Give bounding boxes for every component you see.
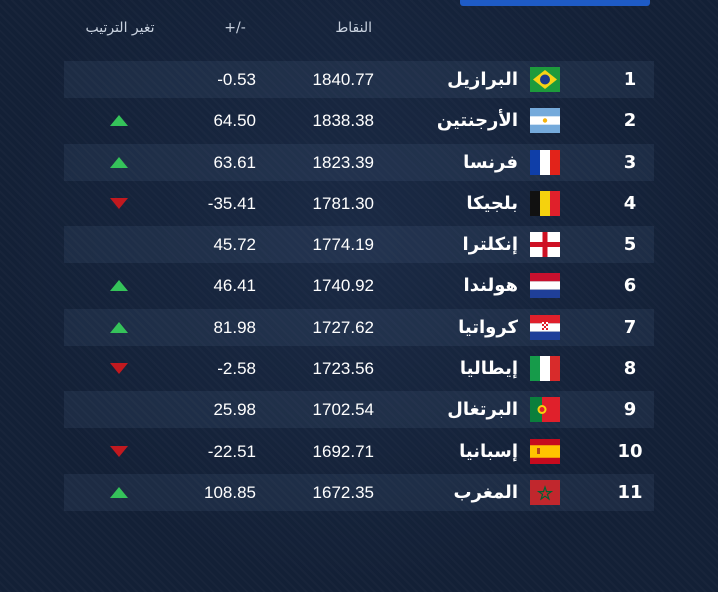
table-row: 3 فرنسا 1823.39 63.61 (64, 143, 654, 181)
morocco-flag-icon (530, 479, 560, 505)
points-value: 1781.30 (312, 193, 374, 213)
points-value: 1692.71 (312, 441, 374, 461)
rank-up-icon (109, 474, 129, 511)
table-header: تغير الترتيب +/- النقاط (0, 0, 718, 60)
rank-number: 9 (623, 399, 637, 421)
table-row: 9 البرتغال 1702.54 25.98 (64, 391, 654, 429)
points-diff: -2.58 (217, 359, 256, 379)
points-diff: 108.85 (204, 482, 256, 502)
rank-down-icon (109, 433, 129, 470)
rank-number: 7 (623, 316, 637, 338)
header-diff: +/- (224, 20, 246, 36)
points-value: 1838.38 (312, 111, 374, 131)
points-diff: -35.41 (207, 193, 256, 213)
points-value: 1702.54 (312, 400, 374, 420)
rank-number: 8 (623, 358, 637, 380)
rank-down-icon (109, 350, 129, 387)
brazil-flag-icon (530, 67, 560, 92)
rank-number: 6 (623, 275, 637, 297)
points-value: 1672.35 (312, 482, 374, 502)
rank-number: 1 (623, 69, 637, 90)
header-rank-change: تغير الترتيب (85, 20, 155, 36)
points-diff: -22.51 (207, 441, 256, 461)
rank-up-icon (109, 267, 129, 304)
france-flag-icon (530, 149, 560, 175)
table-row: 8 إيطاليا 1723.56 -2.58 (64, 350, 654, 387)
england-flag-icon (530, 232, 560, 258)
rank-number: 3 (623, 151, 637, 173)
belgium-flag-icon (530, 190, 560, 216)
netherlands-flag-icon (530, 273, 560, 299)
country-name: المغرب (453, 481, 518, 503)
rank-number: 2 (623, 110, 637, 132)
table-row: 2 الأرجنتين 1838.38 64.50 (64, 102, 654, 139)
country-name: الأرجنتين (436, 110, 518, 132)
table-row: 10 إسبانيا 1692.71 -22.51 (64, 433, 654, 470)
table-row: 4 بلجيكا 1781.30 -35.41 (64, 185, 654, 222)
points-value: 1840.77 (312, 70, 374, 89)
table-row: 5 إنكلترا 1774.19 45.72 (64, 226, 654, 264)
table-row: 6 هولندا 1740.92 46.41 (64, 267, 654, 304)
argentina-flag-icon (530, 108, 560, 134)
country-name: إسبانيا (459, 440, 518, 462)
rank-up-icon (109, 102, 129, 139)
points-diff: 63.61 (213, 152, 256, 172)
top-banner (460, 0, 650, 6)
points-diff: -0.53 (217, 70, 256, 89)
table-row: 7 كرواتيا 1727.62 81.98 (64, 308, 654, 346)
rank-number: 10 (617, 440, 643, 462)
points-value: 1740.92 (312, 276, 374, 296)
spain-flag-icon (530, 438, 560, 464)
rank-down-icon (109, 185, 129, 222)
rank-number: 5 (623, 234, 637, 256)
points-diff: 64.50 (213, 111, 256, 131)
ranking-table: 1 البرازيل 1840.77 -0.53 2 الأرجنتين 1838.38 64… (64, 61, 654, 515)
points-value: 1823.39 (312, 152, 374, 172)
country-name: إنكلترا (462, 234, 518, 256)
points-value: 1774.19 (312, 235, 374, 255)
points-diff: 46.41 (213, 276, 256, 296)
points-diff: 81.98 (213, 317, 256, 337)
points-value: 1727.62 (312, 317, 374, 337)
portugal-flag-icon (530, 397, 560, 423)
rank-number: 11 (617, 481, 643, 503)
table-row: 11 المغرب 1672.35 108.85 (64, 473, 654, 511)
points-diff: 25.98 (213, 400, 256, 420)
rank-number: 4 (623, 192, 637, 214)
country-name: كرواتيا (458, 316, 518, 338)
country-name: فرنسا (463, 151, 518, 173)
croatia-flag-icon (530, 314, 560, 340)
country-name: إيطاليا (459, 358, 518, 380)
country-name: بلجيكا (466, 192, 518, 214)
header-points: النقاط (335, 20, 372, 36)
rank-up-icon (109, 309, 129, 346)
country-name: هولندا (463, 275, 518, 297)
rank-up-icon (109, 144, 129, 181)
italy-flag-icon (530, 356, 560, 382)
country-name: البرتغال (447, 399, 518, 421)
country-name: البرازيل (447, 69, 518, 90)
points-value: 1723.56 (312, 359, 374, 379)
points-diff: 45.72 (213, 235, 256, 255)
table-row: 1 البرازيل 1840.77 -0.53 (64, 61, 654, 98)
